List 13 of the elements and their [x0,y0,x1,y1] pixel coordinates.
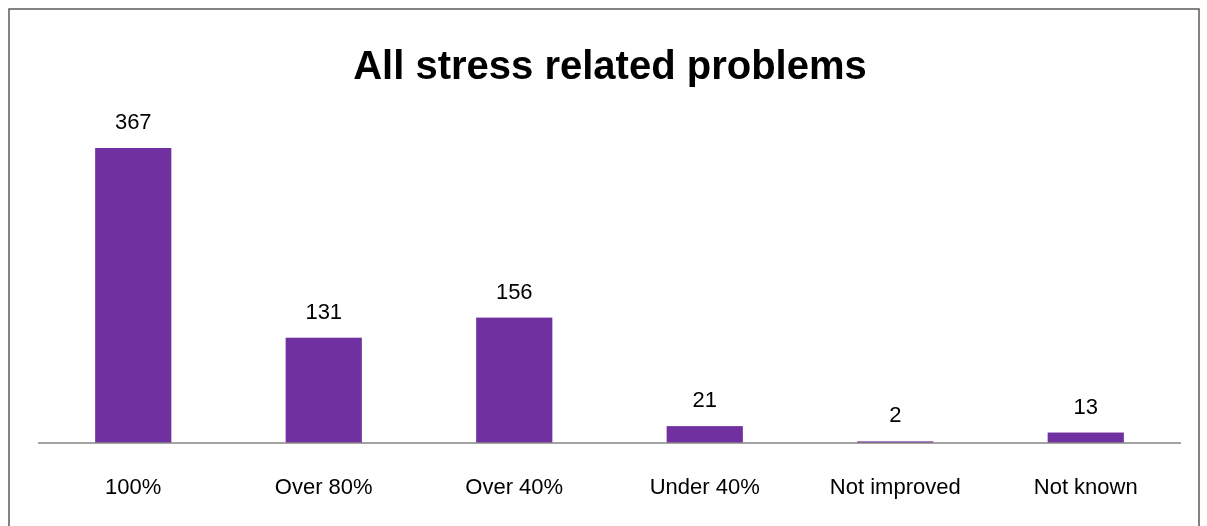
x-tick-label: 100% [105,474,162,499]
data-label: 13 [1073,393,1098,419]
x-tick-label: Under 40% [649,474,760,499]
chart-title: All stress related problems [353,43,867,87]
data-label: 131 [305,298,343,324]
x-tick-label: Over 40% [465,474,564,499]
x-tick-label: Not improved [829,474,961,499]
data-label: 367 [114,109,152,134]
data-label: 2 [889,402,902,428]
x-tick-label: Not known [1033,474,1138,499]
data-label: 156 [495,278,533,304]
data-label: 21 [692,387,717,413]
x-tick-label: Over 80% [274,474,373,499]
